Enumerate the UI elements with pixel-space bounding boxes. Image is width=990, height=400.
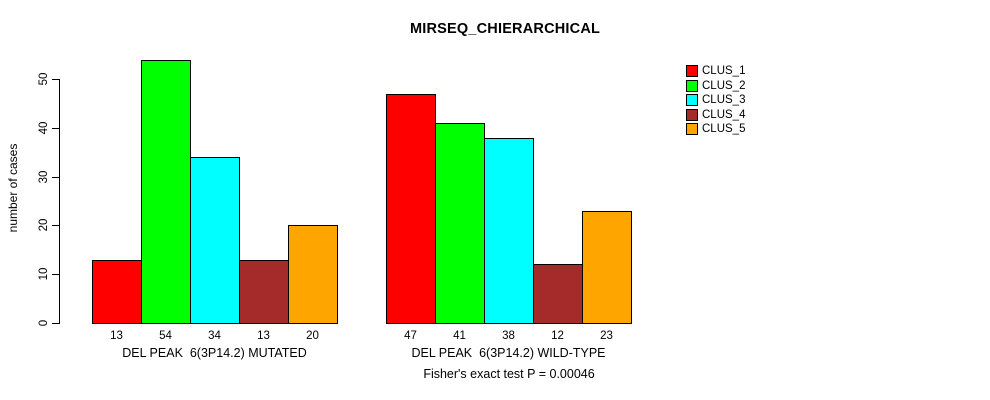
bar-clus_1-group2	[386, 93, 436, 324]
bar-clus_4-group1	[239, 259, 289, 324]
bar-value-label: 54	[159, 330, 172, 342]
bar-clus_3-group1	[190, 157, 240, 324]
bar-value-label: 41	[453, 330, 466, 342]
bar-value-label: 12	[551, 330, 564, 342]
legend-swatch-clus_1	[686, 65, 698, 77]
bar-value-label: 47	[404, 330, 417, 342]
bar-clus_2-group1	[141, 59, 191, 324]
bar-clus_3-group2	[484, 137, 534, 324]
y-tick-mark	[52, 127, 59, 129]
y-tick-mark	[52, 274, 59, 276]
y-tick-mark	[52, 323, 59, 324]
legend-label: CLUS_1	[702, 65, 746, 77]
bar-value-label: 38	[502, 330, 515, 342]
bar-clus_4-group2	[533, 264, 583, 324]
bar-value-label: 13	[257, 330, 270, 342]
y-axis-label: number of cases	[6, 143, 20, 233]
y-tick-label: 30	[38, 170, 50, 184]
y-tick-label: 20	[38, 219, 50, 232]
legend-swatch-clus_4	[686, 108, 698, 121]
bar-clus_5-group1	[288, 225, 338, 324]
y-tick-label: 10	[38, 267, 50, 281]
bar-value-label: 20	[306, 330, 319, 342]
group-label: DEL PEAK 6(3P14.2) WILD-TYPE	[411, 346, 606, 360]
legend-swatch-clus_2	[686, 79, 698, 92]
y-tick-mark	[52, 176, 59, 178]
bar-clus_5-group2	[582, 210, 632, 324]
y-tick-mark	[52, 79, 59, 81]
y-tick-mark	[52, 225, 59, 227]
bar-clus_1-group1	[92, 259, 142, 324]
y-axis-line	[59, 79, 60, 324]
legend-swatch-clus_5	[686, 123, 698, 136]
legend-label: CLUS_5	[702, 123, 746, 136]
y-tick-label: 0	[38, 319, 50, 327]
legend-label: CLUS_3	[702, 94, 746, 107]
chart-title: MIRSEQ_CHIERARCHICAL	[409, 21, 601, 37]
group-label: DEL PEAK 6(3P14.2) MUTATED	[122, 346, 307, 360]
y-tick-label: 50	[38, 72, 50, 86]
bar-clus_2-group2	[435, 123, 485, 324]
legend-label: CLUS_2	[702, 79, 746, 92]
fisher-test-note: Fisher's exact test P = 0.00046	[423, 367, 595, 381]
legend-label: CLUS_4	[702, 108, 746, 121]
bar-value-label: 13	[110, 330, 123, 342]
y-tick-label: 40	[38, 121, 50, 135]
bar-value-label: 23	[600, 330, 613, 342]
bar-value-label: 34	[208, 330, 221, 342]
legend-swatch-clus_3	[686, 94, 698, 107]
